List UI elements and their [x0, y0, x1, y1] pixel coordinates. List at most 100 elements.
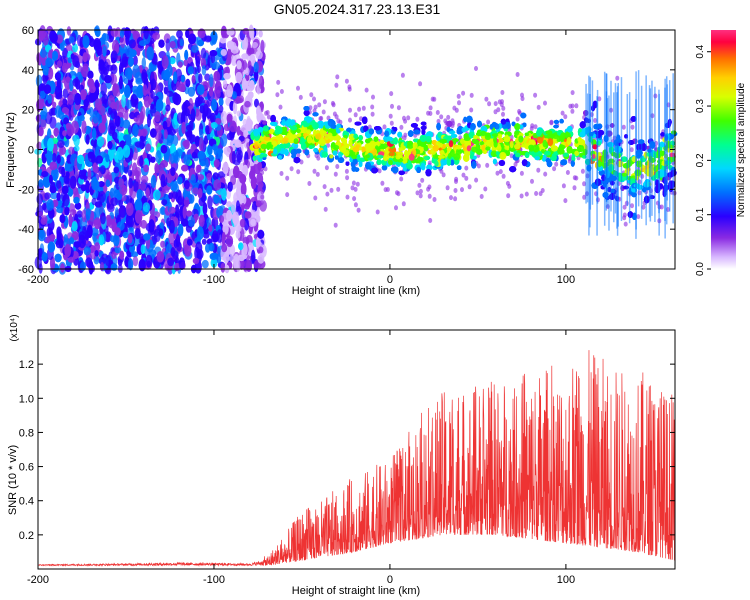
spectrogram-cell	[81, 120, 87, 134]
spectrogram-cell	[53, 127, 59, 137]
spectrogram-cell	[118, 75, 123, 90]
spectrogram-cell	[165, 104, 171, 112]
spectrogram-cell	[125, 195, 133, 205]
spectrogram-cell	[630, 203, 634, 209]
spectrogram-cell	[389, 120, 394, 126]
spectrogram-cell	[198, 73, 203, 84]
spectrogram-cell	[119, 250, 125, 260]
spectrogram-cell	[112, 83, 118, 97]
spectrogram-cell	[298, 94, 303, 100]
spectrogram-cell	[248, 79, 255, 91]
spectrogram-cell	[187, 86, 196, 97]
spectrogram-cell	[212, 144, 219, 151]
spectrogram-cell	[56, 192, 61, 202]
spectrogram-cell	[114, 227, 121, 236]
spectrogram-cell	[111, 251, 117, 259]
spectrogram-cell	[213, 159, 220, 168]
spectrogram-cell	[127, 56, 134, 67]
spectrogram-cell	[623, 221, 628, 227]
spectrogram-cell	[173, 71, 178, 84]
spectrogram-cell	[390, 103, 394, 109]
spectrogram-cell	[148, 219, 155, 233]
spectrogram-cell	[461, 90, 466, 96]
spectrogram-cell	[220, 110, 228, 125]
spectrogram-cell	[257, 254, 265, 264]
spectrogram-cell	[38, 29, 44, 42]
spectrogram-cell	[446, 114, 451, 120]
spectrogram-cell	[76, 210, 83, 218]
spectrogram-cell	[464, 175, 469, 181]
spectrogram-cell	[255, 214, 261, 223]
spectrogram-cell	[169, 153, 176, 164]
spectrogram-cell	[195, 55, 201, 68]
spectrogram-cell	[506, 193, 511, 199]
spectrogram-cell	[98, 181, 105, 188]
spectrogram-cell	[102, 45, 107, 57]
spectrogram-cell	[211, 32, 218, 45]
spectrogram-cell	[56, 60, 63, 68]
spectrogram-cell	[88, 260, 94, 275]
spectrogram-cell	[125, 202, 134, 216]
spectrogram-cell	[250, 175, 257, 190]
spectrogram-cell	[382, 124, 387, 130]
spectrogram-cell	[200, 47, 207, 60]
spectrogram-cell	[285, 192, 290, 198]
spectrogram-cell	[364, 87, 369, 93]
spectrogram-cell	[399, 176, 404, 182]
spectrogram-cell	[98, 105, 106, 116]
spectrogram-cell	[139, 155, 144, 167]
spectrogram-cell	[231, 151, 236, 165]
spectrogram-cell	[107, 107, 113, 115]
spectrogram-cell	[37, 229, 46, 242]
spectrogram-cell	[122, 231, 129, 239]
spectrogram-cell	[67, 256, 75, 263]
spectrogram-cell	[65, 163, 74, 172]
spectrogram-cell	[403, 118, 408, 124]
spectrogram-cell	[464, 165, 469, 171]
spectrogram-cell	[168, 206, 176, 214]
spectrogram-cell	[140, 175, 149, 184]
spectrogram-cell	[154, 111, 161, 123]
spectrogram-cell	[406, 115, 411, 121]
spectrogram-cell	[231, 200, 237, 215]
spectrogram-cell	[132, 55, 138, 67]
spectrogram-cell	[68, 36, 75, 44]
spectrogram-cell	[121, 94, 126, 108]
spectrogram-cell	[530, 178, 534, 184]
spectrogram-cell	[56, 154, 61, 164]
spectrogram-cell	[88, 106, 94, 117]
spectrogram-cell	[221, 188, 227, 201]
spectrogram-cell	[210, 112, 216, 124]
spectrogram-cell	[87, 151, 95, 159]
spectrogram-cell	[449, 195, 453, 201]
spectrogram-cell	[572, 185, 577, 191]
spectrogram-cell	[334, 82, 339, 88]
spectrogram-cell	[530, 123, 535, 129]
spectrogram-cell	[181, 121, 186, 135]
spectrogram-cell	[89, 38, 95, 47]
spectrogram-cell	[226, 201, 233, 208]
spectrogram-cell	[534, 191, 539, 196]
spectrogram-cell	[380, 180, 385, 186]
spectrogram-cell	[41, 203, 47, 211]
spectrogram-cell	[543, 171, 548, 177]
spectrogram-cell	[469, 92, 474, 98]
spectrogram-cell	[330, 100, 335, 106]
spectrogram-cell	[49, 186, 57, 194]
spectrogram-cell	[204, 158, 209, 173]
spectrogram-cell	[251, 219, 257, 227]
spectrogram-cell	[98, 122, 106, 134]
spectrogram-cell	[183, 154, 191, 166]
spectrogram-cell	[150, 174, 157, 189]
spectrogram-cell	[257, 229, 265, 239]
spectrogram-cell	[184, 243, 192, 257]
spectrogram-cell	[549, 120, 554, 126]
spectrogram-cell	[40, 118, 47, 130]
spectrogram-cell	[572, 175, 577, 181]
spectrogram-cell	[258, 30, 263, 38]
spectrogram-cell	[60, 263, 65, 273]
spectrogram-cell	[177, 195, 183, 206]
spectrogram-cell	[98, 234, 105, 246]
spectrogram-cell	[72, 43, 78, 53]
spectrogram-cell	[65, 44, 73, 51]
